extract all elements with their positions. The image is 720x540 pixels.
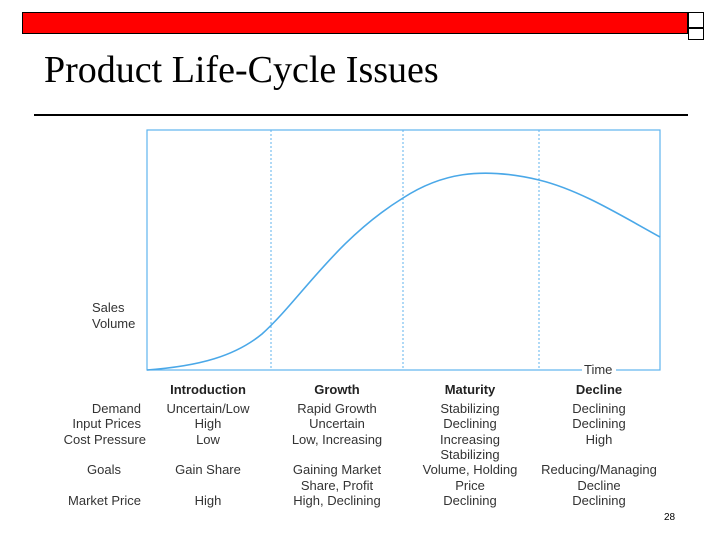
title-accent-box-small: [688, 28, 704, 40]
maturity-goals-line3: Price: [455, 478, 485, 493]
phase-decline: Decline: [576, 382, 622, 397]
maturity-market-price: Declining: [443, 493, 496, 508]
y-axis-label-line1: Sales: [92, 300, 125, 315]
growth-market-price: High, Declining: [293, 493, 380, 508]
y-axis-label-line2: Volume: [92, 316, 135, 331]
growth-demand: Rapid Growth: [297, 401, 376, 416]
decline-market-price: Declining: [572, 493, 625, 508]
decline-demand: Declining: [572, 401, 625, 416]
phase-growth: Growth: [314, 382, 360, 397]
decline-cost-pressure: High: [586, 432, 613, 447]
growth-cost-pressure: Low, Increasing: [292, 432, 382, 447]
introduction-input-prices: High: [195, 416, 222, 431]
growth-input-prices: Uncertain: [309, 416, 365, 431]
x-axis-label: Time: [584, 362, 612, 377]
maturity-input-prices: Declining: [443, 416, 496, 431]
decline-input-prices: Declining: [572, 416, 625, 431]
time-label-background: [582, 362, 616, 378]
slide-title: Product Life-Cycle Issues: [44, 49, 439, 91]
row-label-goals: Goals: [87, 462, 121, 477]
introduction-market-price: High: [195, 493, 222, 508]
introduction-demand: Uncertain/Low: [166, 401, 250, 416]
growth-goals-line2: Share, Profit: [301, 478, 374, 493]
row-label-demand: Demand: [92, 401, 141, 416]
title-accent-box: [688, 12, 704, 28]
title-underline: [34, 114, 688, 116]
row-label-cost-pressure: Cost Pressure: [64, 432, 146, 447]
sales-volume-curve: [146, 172, 661, 371]
row-label-market-price: Market Price: [68, 493, 141, 508]
growth-goals-line1: Gaining Market: [293, 462, 382, 477]
phase-maturity: Maturity: [445, 382, 496, 397]
maturity-cost-pressure: Increasing: [440, 432, 500, 447]
introduction-cost-pressure: Low: [196, 432, 220, 447]
row-label-input-prices: Input Prices: [72, 416, 141, 431]
decline-goals-line1: Reducing/Managing: [541, 462, 657, 477]
decline-goals-line2: Decline: [577, 478, 620, 493]
introduction-goals: Gain Share: [175, 462, 241, 477]
maturity-goals-line2: Volume, Holding: [423, 462, 518, 477]
maturity-goals-line1: Stabilizing: [440, 447, 499, 462]
maturity-demand: Stabilizing: [440, 401, 499, 416]
title-accent-bar: [22, 12, 688, 34]
phase-introduction: Introduction: [170, 382, 246, 397]
page-number: 28: [664, 512, 676, 523]
